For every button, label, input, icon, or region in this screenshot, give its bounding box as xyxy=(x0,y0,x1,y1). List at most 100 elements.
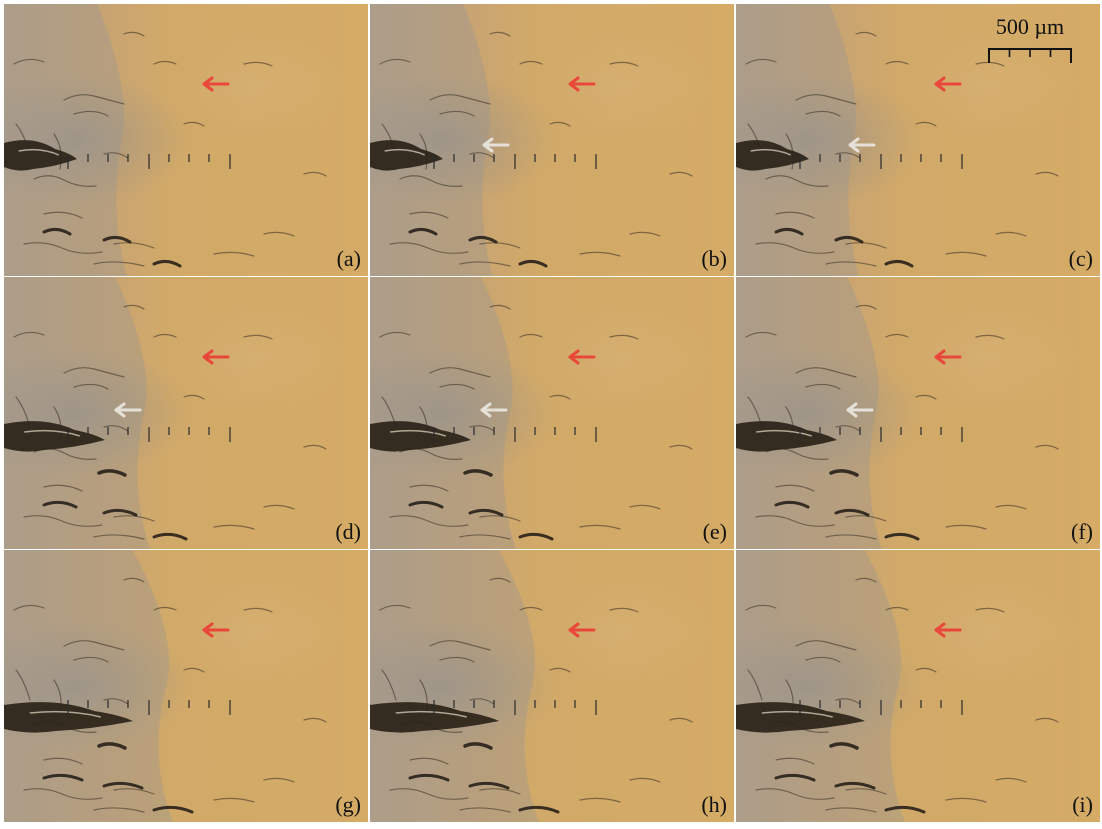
fine-crack xyxy=(33,175,97,187)
secondary-crack xyxy=(42,500,78,509)
fine-crack xyxy=(113,788,155,795)
fine-crack xyxy=(945,251,987,257)
fine-crack xyxy=(93,534,145,540)
secondary-crack xyxy=(518,259,548,268)
fine-crack xyxy=(795,367,857,378)
fine-crack xyxy=(915,394,937,400)
micrograph-panel-i: (i) xyxy=(736,550,1100,822)
secondary-crack xyxy=(152,805,194,814)
red-arrow-icon xyxy=(202,622,230,638)
fine-crack xyxy=(669,444,693,450)
panel-label: (e) xyxy=(702,519,727,544)
fine-crack xyxy=(775,757,815,765)
fine-crack xyxy=(183,667,205,673)
secondary-crack xyxy=(518,532,554,541)
secondary-crack xyxy=(102,508,138,517)
fine-crack xyxy=(489,304,511,310)
secondary-crack xyxy=(102,781,144,790)
fine-crack xyxy=(429,367,491,378)
panel-label: (d) xyxy=(335,519,361,544)
fine-crack xyxy=(439,656,475,663)
fine-crack xyxy=(609,61,639,67)
fine-crack xyxy=(669,171,693,177)
fine-crack xyxy=(845,242,887,249)
fine-crack xyxy=(609,607,639,613)
crack-highlight xyxy=(24,429,80,437)
fine-crack xyxy=(103,425,129,432)
fine-crack xyxy=(835,152,861,159)
fine-crack xyxy=(419,133,428,170)
fine-crack xyxy=(243,61,273,67)
micrograph-scene xyxy=(736,4,1059,276)
main-crack xyxy=(736,702,865,733)
fine-crack xyxy=(519,606,543,611)
fine-crack xyxy=(63,640,125,651)
red-arrow-icon xyxy=(568,76,596,92)
fine-crack xyxy=(669,717,693,723)
crack-highlight xyxy=(384,148,426,156)
secondary-crack xyxy=(42,227,72,236)
micrograph-panel-f: (f) xyxy=(736,277,1100,549)
fine-crack xyxy=(519,60,543,65)
fine-crack xyxy=(113,242,155,249)
fine-crack xyxy=(429,94,491,105)
fine-crack xyxy=(579,524,621,530)
fine-crack xyxy=(945,524,987,530)
micrograph-panel-e: (e) xyxy=(370,277,734,549)
fine-crack xyxy=(113,515,155,522)
damage-zone xyxy=(736,550,906,822)
fine-crack xyxy=(975,61,1005,67)
fine-crack xyxy=(13,58,45,65)
fine-crack xyxy=(23,242,103,254)
fine-crack xyxy=(825,261,877,267)
fine-crack xyxy=(579,797,621,803)
crack-highlight xyxy=(750,148,792,156)
fine-crack xyxy=(13,331,45,338)
red-arrow-icon xyxy=(934,76,962,92)
crack-highlight xyxy=(395,710,467,718)
fine-crack xyxy=(183,121,205,127)
secondary-crack xyxy=(834,508,870,517)
fine-crack xyxy=(23,515,103,527)
fine-crack xyxy=(745,58,777,65)
micrograph-panel-c: 500 µm (c) xyxy=(736,4,1100,276)
fine-crack xyxy=(409,211,449,219)
white-arrow-icon xyxy=(114,402,142,418)
secondary-crack xyxy=(97,469,127,477)
secondary-crack xyxy=(884,259,914,268)
fine-crack xyxy=(469,425,495,432)
fine-crack xyxy=(945,797,987,803)
white-arrow-icon xyxy=(846,402,874,418)
fine-crack xyxy=(459,261,511,267)
fine-crack xyxy=(915,121,937,127)
fine-crack xyxy=(263,504,295,510)
fine-crack xyxy=(489,31,511,37)
fine-crack xyxy=(379,331,411,338)
fine-crack xyxy=(835,698,861,705)
panel-label: (b) xyxy=(701,246,727,271)
fine-crack xyxy=(855,577,877,583)
fine-crack xyxy=(775,484,815,492)
fine-crack xyxy=(845,515,887,522)
fine-crack xyxy=(243,607,273,613)
fine-crack xyxy=(63,94,125,105)
secondary-crack xyxy=(408,773,450,782)
secondary-crack xyxy=(97,742,127,750)
damage-zone xyxy=(370,550,540,822)
fine-crack xyxy=(103,152,129,159)
secondary-crack xyxy=(42,773,84,782)
damage-zone xyxy=(4,4,127,276)
fine-crack xyxy=(765,175,829,187)
secondary-crack xyxy=(468,235,498,244)
fine-crack xyxy=(153,60,177,65)
fine-crack xyxy=(745,331,777,338)
fine-crack xyxy=(103,698,129,705)
fine-crack xyxy=(995,504,1027,510)
fine-crack xyxy=(123,577,145,583)
fine-crack xyxy=(915,667,937,673)
damage-zone xyxy=(370,277,516,549)
fine-crack xyxy=(439,110,475,117)
panel-label: (a) xyxy=(336,246,361,271)
fine-crack xyxy=(93,261,145,267)
secondary-crack xyxy=(468,781,510,790)
